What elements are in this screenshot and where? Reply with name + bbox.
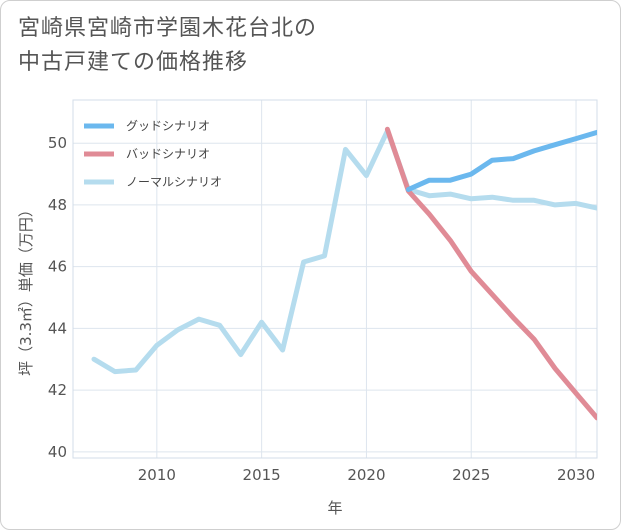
series-line-1 <box>384 126 597 421</box>
y-tick-44: 44 <box>48 319 67 337</box>
legend-label-2: ノーマルシナリオ <box>126 175 222 189</box>
title-line-1: 宮崎県宮崎市学園木花台北の <box>18 16 318 41</box>
x-tick-2015: 2015 <box>243 466 281 484</box>
series-lines <box>91 126 597 421</box>
x-axis-title: 年 <box>327 499 342 517</box>
grid-lines <box>73 100 597 458</box>
title-line-2: 中古戸建ての価格推移 <box>18 50 249 75</box>
y-tick-50: 50 <box>48 134 67 152</box>
legend-label-1: バッドシナリオ <box>126 147 210 161</box>
plot-frame <box>72 99 598 459</box>
axes <box>72 99 598 459</box>
y-tick-46: 46 <box>48 258 67 276</box>
x-tick-2020: 2020 <box>347 466 385 484</box>
series-line-0 <box>91 128 597 375</box>
y-axis-title: 坪（3.3㎡）単価（万円） <box>17 202 35 376</box>
y-tick-40: 40 <box>48 443 67 461</box>
tick-labels: 40 42 44 46 48 50 2010 2015 2020 2025 2030 <box>48 134 595 484</box>
x-tick-2030: 2030 <box>557 466 595 484</box>
series-line-2 <box>405 129 597 192</box>
y-tick-48: 48 <box>48 196 67 214</box>
y-tick-42: 42 <box>48 381 67 399</box>
x-tick-2025: 2025 <box>452 466 490 484</box>
page-title: 宮崎県宮崎市学園木花台北の 中古戸建ての価格推移 <box>18 12 317 80</box>
x-tick-2010: 2010 <box>138 466 176 484</box>
legend-label-0: グッドシナリオ <box>126 119 210 133</box>
